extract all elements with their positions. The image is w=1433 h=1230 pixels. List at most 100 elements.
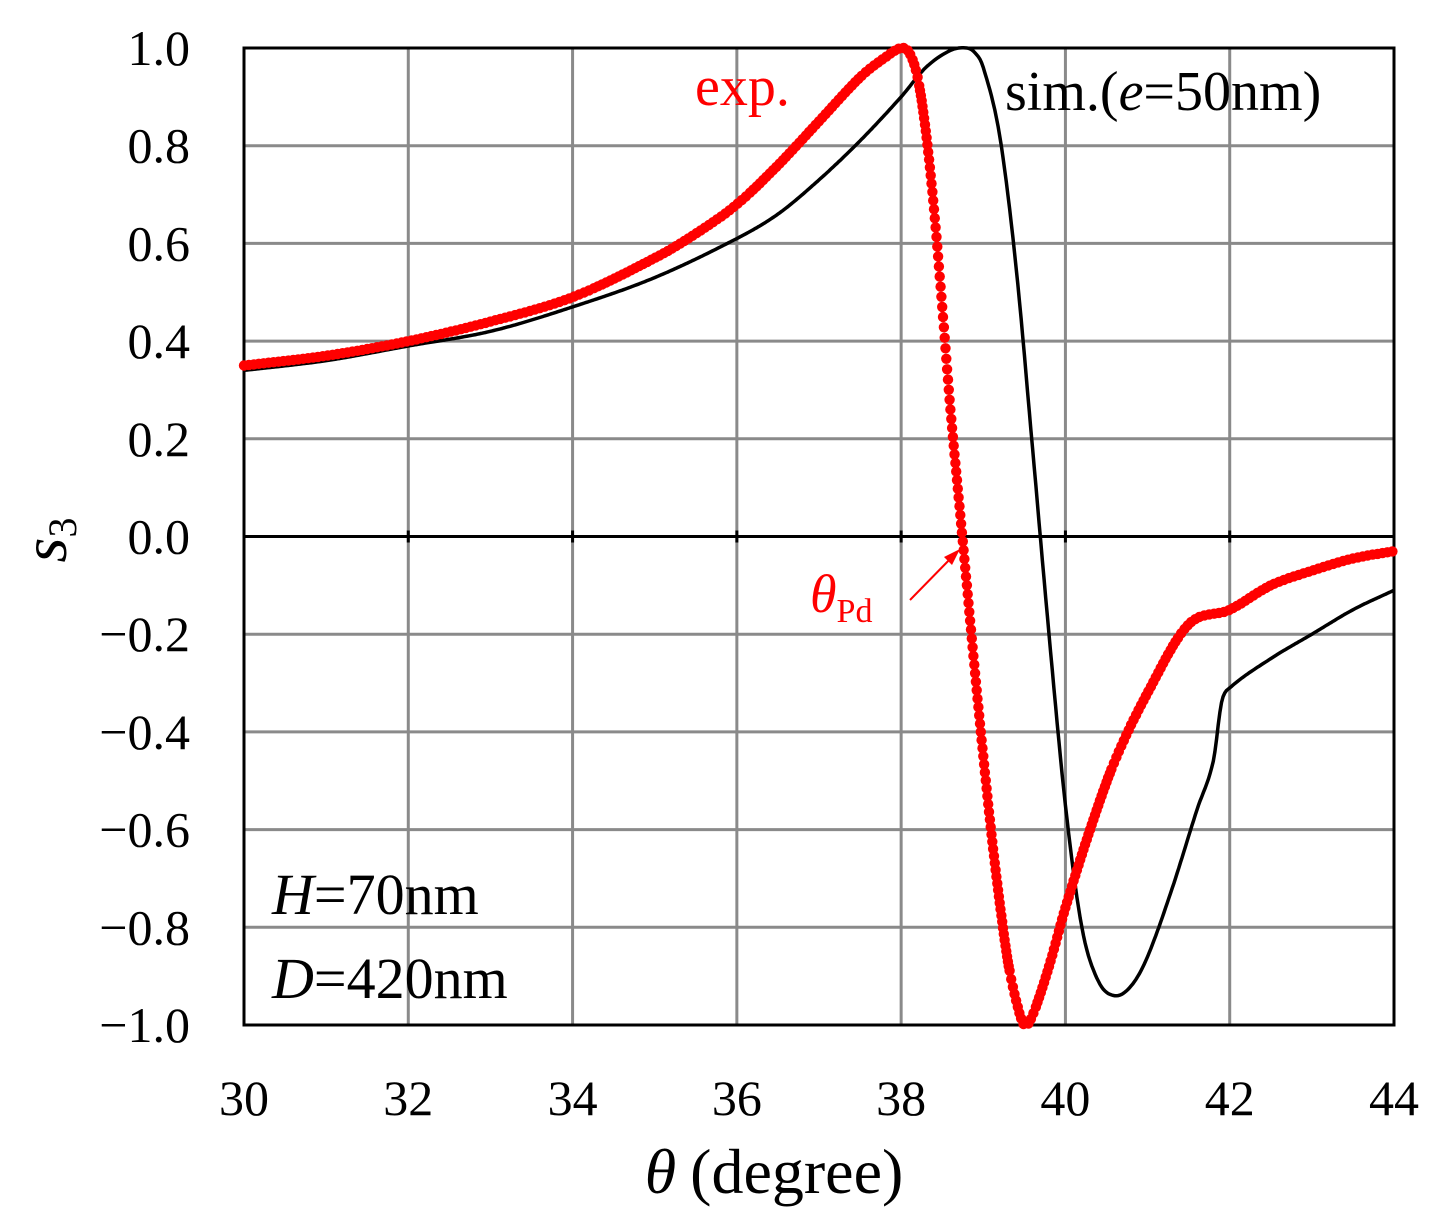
x-tick-label-5: 40 xyxy=(1040,1070,1090,1126)
exp-legend-label: exp. xyxy=(695,56,790,118)
x-axis-title: θ (degree) xyxy=(645,1136,904,1207)
exp-point xyxy=(948,440,959,451)
exp-point xyxy=(939,332,950,343)
exp-point xyxy=(941,353,952,364)
x-axis-symbol: θ xyxy=(645,1136,676,1207)
plot-frame xyxy=(242,46,1396,1027)
exp-point xyxy=(978,759,990,770)
exp-point xyxy=(946,422,958,434)
zero-axis-line xyxy=(242,530,1396,543)
exp-point xyxy=(950,457,961,469)
exp-point xyxy=(934,271,945,282)
exp-point xyxy=(933,261,945,272)
theta-pd-arrow-line xyxy=(909,553,956,601)
exp-point xyxy=(974,718,986,729)
y-tick-label-10: −1.0 xyxy=(99,997,190,1053)
exp-point xyxy=(960,571,972,582)
exp-point xyxy=(952,483,963,494)
y-axis-symbol: s xyxy=(9,538,80,563)
y-axis-title: s3 xyxy=(9,518,85,563)
exp-series xyxy=(238,42,1398,1030)
exp-point xyxy=(971,685,982,696)
exp-point xyxy=(912,72,923,83)
exp-point xyxy=(969,668,981,679)
exp-point xyxy=(937,301,948,313)
x-tick-label-0: 30 xyxy=(219,1070,269,1126)
exp-point xyxy=(941,364,953,375)
y-tick-label-7: −0.4 xyxy=(99,704,190,760)
exp-point xyxy=(967,642,978,653)
exp-point xyxy=(949,449,960,460)
exp-point xyxy=(959,553,970,565)
exp-point xyxy=(964,606,975,618)
exp-point xyxy=(972,693,983,704)
exp-point xyxy=(929,213,940,224)
sim-legend-label: sim.(e=50nm) xyxy=(1005,61,1321,123)
sim-label-var: e xyxy=(1119,61,1144,123)
exp-point xyxy=(961,580,973,591)
sim-label-prefix: sim.( xyxy=(1005,61,1119,123)
exp-point xyxy=(957,536,968,547)
exp-point xyxy=(968,650,979,662)
exp-point xyxy=(926,178,937,189)
y-tick-label-4: 0.2 xyxy=(128,411,191,467)
y-tick-label-9: −0.8 xyxy=(99,899,190,955)
d-parameter-label: D=420nm xyxy=(271,946,508,1011)
theta-pd-subscript: Pd xyxy=(837,593,873,630)
theta-pd-arrow-head xyxy=(944,549,960,565)
y-tick-label-8: −0.6 xyxy=(99,802,190,858)
exp-point xyxy=(930,222,941,233)
d-var: D xyxy=(271,946,314,1011)
exp-point xyxy=(953,492,964,503)
h-parameter-label: H=70nm xyxy=(271,862,479,927)
sim-label-suffix: =50nm) xyxy=(1143,61,1321,123)
y-tick-label-2: 0.6 xyxy=(128,215,191,271)
exp-point xyxy=(944,394,955,405)
y-tick-label-6: −0.2 xyxy=(99,606,190,662)
sim-series xyxy=(243,46,1395,998)
exp-point xyxy=(970,676,982,687)
exp-point xyxy=(936,291,947,302)
exp-point xyxy=(984,814,996,825)
exp-point xyxy=(982,791,993,802)
x-tick-label-4: 38 xyxy=(876,1070,926,1126)
x-tick-label-1: 32 xyxy=(383,1070,433,1126)
exp-point xyxy=(945,404,956,415)
exp-point xyxy=(1004,965,1015,976)
exp-point xyxy=(976,734,987,746)
exp-point xyxy=(958,545,969,556)
exp-point xyxy=(966,633,977,644)
theta-pd-label: θPd xyxy=(810,564,872,630)
x-axis-unit: (degree) xyxy=(690,1136,903,1207)
exp-point xyxy=(947,431,959,443)
y-tick-labels: 1.0 0.8 0.6 0.4 0.2 0.0 −0.2 −0.4 −0.6 −0.8 −1.0 xyxy=(99,20,190,1053)
exp-point xyxy=(931,231,942,243)
exp-point xyxy=(951,466,962,477)
exp-point xyxy=(932,251,944,262)
exp-point xyxy=(964,615,976,626)
theta-pd-symbol: θ xyxy=(810,564,837,624)
exp-point xyxy=(946,413,957,425)
exp-point xyxy=(938,322,950,333)
exp-point xyxy=(974,710,985,721)
x-tick-label-2: 34 xyxy=(548,1070,598,1126)
exp-point xyxy=(969,659,980,670)
exp-point xyxy=(955,518,967,529)
y-tick-label-5: 0.0 xyxy=(128,509,191,565)
exp-point xyxy=(980,775,991,786)
sim-line xyxy=(243,46,1395,998)
exp-point xyxy=(979,767,991,778)
y-axis-subscript: 3 xyxy=(40,518,85,538)
exp-point xyxy=(940,343,951,354)
exp-point xyxy=(951,474,963,486)
exp-point xyxy=(981,783,992,794)
exp-point xyxy=(963,597,974,609)
exp-point xyxy=(927,186,938,198)
exp-point xyxy=(1387,546,1398,557)
exp-point xyxy=(923,154,935,165)
x-tick-label-3: 36 xyxy=(712,1070,762,1126)
y-tick-label-1: 0.8 xyxy=(128,118,191,174)
y-tick-label-0: 1.0 xyxy=(128,20,191,76)
x-tick-labels: 30 32 34 36 38 40 42 44 xyxy=(219,1070,1419,1126)
